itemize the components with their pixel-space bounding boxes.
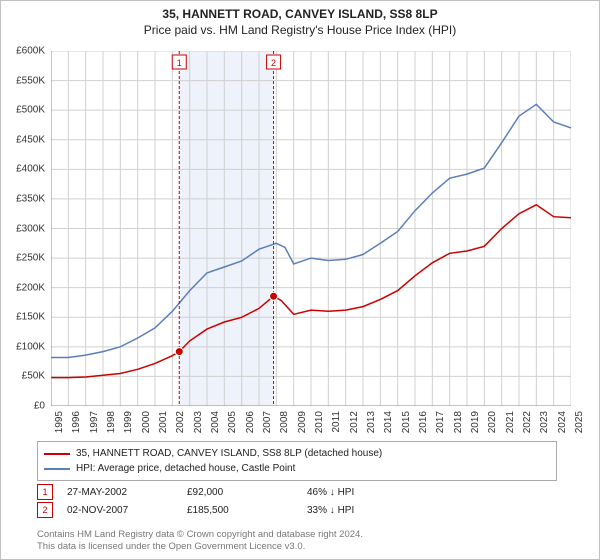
x-tick-label: 2006 [245,411,256,433]
x-tick-label: 2022 [522,411,533,433]
chart-title: 35, HANNETT ROAD, CANVEY ISLAND, SS8 8LP [1,7,599,21]
x-tick-label: 2008 [279,411,290,433]
x-tick-label: 2011 [331,411,342,433]
x-tick-label: 2020 [487,411,498,433]
x-tick-label: 2010 [314,411,325,433]
marker-hpi-delta-2: 33% ↓ HPI [307,505,427,516]
y-tick-label: £450K [16,134,45,145]
legend-item-subject: 35, HANNETT ROAD, CANVEY ISLAND, SS8 8LP… [44,446,550,461]
x-tick-label: 2023 [539,411,550,433]
x-tick-label: 2018 [453,411,464,433]
x-tick-label: 2015 [401,411,412,433]
x-tick-label: 2000 [141,411,152,433]
x-tick-label: 2007 [262,411,273,433]
y-tick-label: £150K [16,312,45,323]
x-tick-label: 2001 [158,411,169,433]
x-tick-label: 1996 [71,411,82,433]
chart-plot-area: 12 [51,51,571,406]
marker-date-2: 02-NOV-2007 [67,505,187,516]
x-tick-label: 1997 [89,411,100,433]
y-tick-label: £500K [16,105,45,116]
x-tick-label: 2014 [383,411,394,433]
svg-text:1: 1 [177,58,182,68]
y-tick-label: £600K [16,46,45,57]
x-tick-label: 2009 [297,411,308,433]
legend: 35, HANNETT ROAD, CANVEY ISLAND, SS8 8LP… [37,441,557,481]
y-tick-label: £50K [22,371,45,382]
x-tick-label: 2003 [193,411,204,433]
y-tick-label: £400K [16,164,45,175]
footer-line-1: Contains HM Land Registry data © Crown c… [37,529,363,541]
x-tick-label: 2017 [435,411,446,433]
footer-line-2: This data is licensed under the Open Gov… [37,541,363,553]
chart-subtitle: Price paid vs. HM Land Registry's House … [1,23,599,37]
marker-number-1: 1 [42,487,47,497]
y-tick-label: £200K [16,282,45,293]
marker-row-2: 2 02-NOV-2007 £185,500 33% ↓ HPI [37,501,557,519]
x-tick-label: 2005 [227,411,238,433]
x-tick-label: 1998 [106,411,117,433]
footer-attribution: Contains HM Land Registry data © Crown c… [37,529,363,553]
x-tick-label: 2016 [418,411,429,433]
x-tick-label: 2021 [505,411,516,433]
marker-hpi-delta-1: 46% ↓ HPI [307,487,427,498]
marker-table: 1 27-MAY-2002 £92,000 46% ↓ HPI 2 02-NOV… [37,483,557,519]
svg-text:2: 2 [271,58,276,68]
y-tick-label: £100K [16,341,45,352]
y-tick-label: £250K [16,253,45,264]
x-tick-label: 2012 [349,411,360,433]
legend-swatch-subject [44,453,70,455]
marker-date-1: 27-MAY-2002 [67,487,187,498]
marker-price-1: £92,000 [187,487,307,498]
marker-badge-2: 2 [37,502,53,518]
x-tick-label: 2019 [470,411,481,433]
figure-container: 35, HANNETT ROAD, CANVEY ISLAND, SS8 8LP… [0,0,600,560]
legend-label-hpi: HPI: Average price, detached house, Cast… [76,463,295,474]
y-tick-label: £550K [16,75,45,86]
x-tick-label: 2025 [574,411,585,433]
x-axis-labels: 1995 1996 1997 1998 1999 2000 2001 2002 2003 2004… [51,409,571,439]
legend-swatch-hpi [44,468,70,470]
x-tick-label: 2004 [210,411,221,433]
chart-svg: 12 [51,51,571,406]
x-tick-label: 2024 [557,411,568,433]
x-tick-label: 1999 [123,411,134,433]
legend-label-subject: 35, HANNETT ROAD, CANVEY ISLAND, SS8 8LP… [76,448,382,459]
title-block: 35, HANNETT ROAD, CANVEY ISLAND, SS8 8LP… [1,1,599,37]
y-tick-label: £0 [34,401,45,412]
x-tick-label: 2013 [366,411,377,433]
y-tick-label: £350K [16,193,45,204]
x-tick-label: 1995 [54,411,65,433]
marker-number-2: 2 [42,505,47,515]
y-tick-label: £300K [16,223,45,234]
legend-item-hpi: HPI: Average price, detached house, Cast… [44,461,550,476]
marker-row-1: 1 27-MAY-2002 £92,000 46% ↓ HPI [37,483,557,501]
marker-badge-1: 1 [37,484,53,500]
y-axis-labels: £0£50K£100K£150K£200K£250K£300K£350K£400… [1,51,49,406]
marker-price-2: £185,500 [187,505,307,516]
x-tick-label: 2002 [175,411,186,433]
